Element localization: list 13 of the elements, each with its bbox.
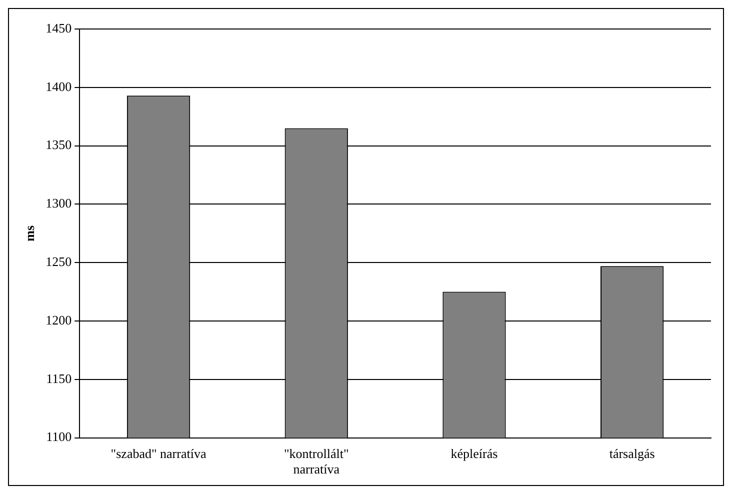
y-tick-label: 1400: [46, 78, 72, 94]
y-axis-title: ms: [22, 225, 38, 242]
x-tick-label: "kontrollált" narratíva: [284, 446, 349, 477]
y-tick-label: 1150: [46, 370, 72, 386]
y-tick-label: 1350: [46, 137, 72, 152]
x-tick-label: "szabad" narratíva: [110, 446, 206, 462]
y-tick-label: 1250: [46, 254, 72, 270]
x-tick-label: képleírás: [450, 446, 498, 462]
y-tick-label: 1200: [46, 312, 72, 328]
y-tick-label: 1300: [46, 196, 72, 211]
y-tick-label: 1100: [46, 429, 72, 444]
x-tick-label: társalgás: [609, 446, 655, 462]
y-tick-label: 1450: [46, 20, 72, 36]
